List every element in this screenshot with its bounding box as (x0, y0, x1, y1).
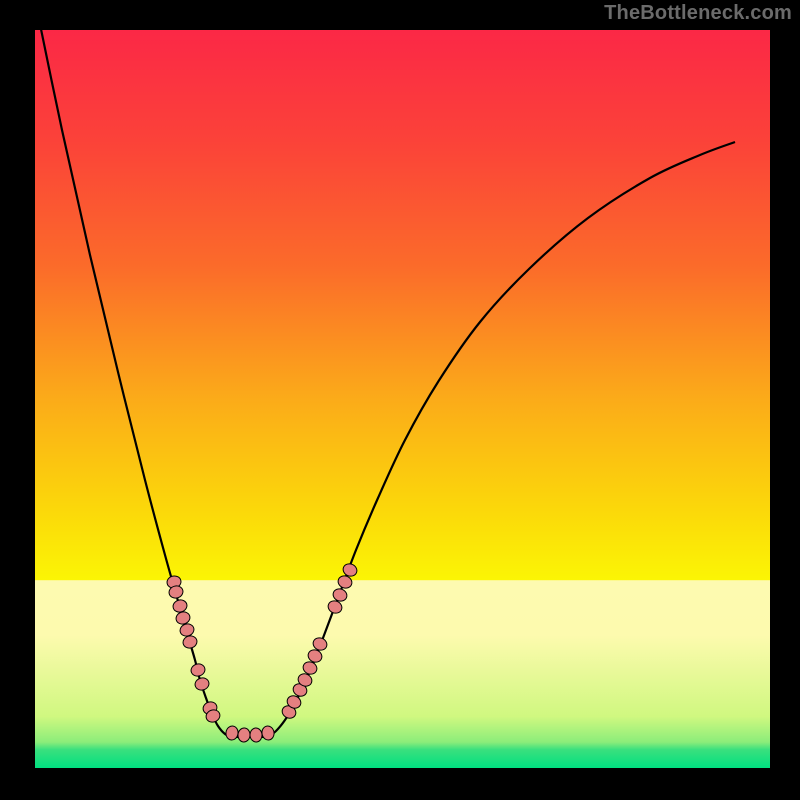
plot-area (35, 30, 770, 768)
marker-left-upper (172, 598, 189, 613)
curve-overlay (35, 30, 770, 768)
marker-bottom (261, 725, 275, 741)
right-curve (268, 142, 735, 737)
chart-frame: TheBottleneck.com (0, 0, 800, 800)
marker-left-mid (190, 662, 207, 677)
marker-bottom (237, 728, 250, 743)
marker-left-mid (194, 676, 211, 691)
watermark-text: TheBottleneck.com (604, 0, 800, 25)
marker-left-upper (179, 622, 196, 637)
marker-left-upper (182, 634, 198, 649)
marker-bottom (249, 728, 262, 743)
left-curve (35, 30, 232, 737)
marker-bottom (225, 725, 239, 741)
marker-left-upper (175, 610, 192, 625)
